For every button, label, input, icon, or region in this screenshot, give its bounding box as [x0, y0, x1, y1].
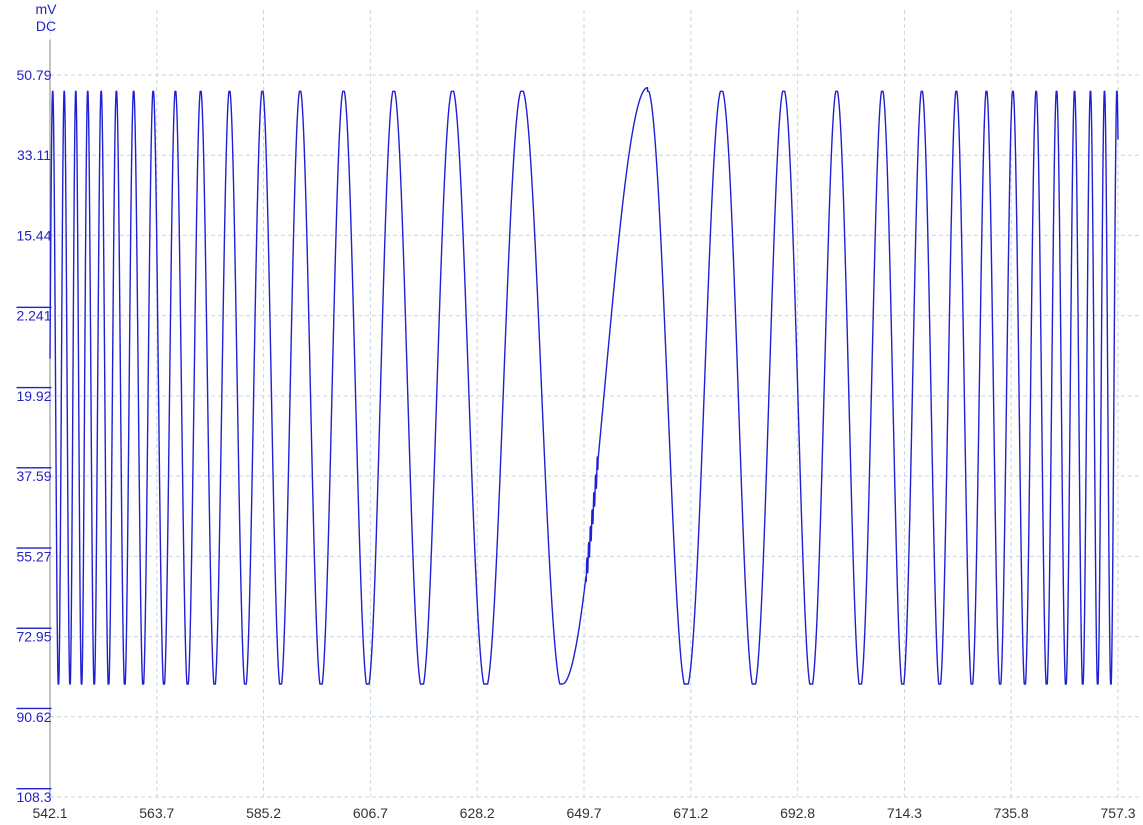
- x-tick-label: 606.7: [353, 805, 388, 821]
- y-tick-label: 19.92: [16, 388, 51, 404]
- y-axis-tick-labels: 50.79 33.11 15.44 2.241 19.92 37.59 55.27 72.95…: [16, 67, 51, 805]
- x-tick-label: 628.2: [460, 805, 495, 821]
- y-tick-label: 33.11: [17, 147, 51, 163]
- x-axis-tick-labels: 542.1 563.7 585.2 606.7 628.2 649.7 671.2 692.8…: [32, 805, 1135, 821]
- x-tick-label: 692.8: [780, 805, 815, 821]
- y-tick-label: 50.79: [16, 67, 51, 83]
- y-tick-label: 37.59: [16, 468, 51, 484]
- x-tick-label: 735.8: [994, 805, 1029, 821]
- signal-trace: [49, 86, 1119, 685]
- y-tick-label: 15.44: [16, 227, 51, 243]
- x-tick-label: 563.7: [139, 805, 174, 821]
- x-tick-label: 714.3: [887, 805, 922, 821]
- y-tick-label: 2.241: [16, 308, 51, 324]
- x-tick-label: 671.2: [673, 805, 708, 821]
- y-unit-label: mV: [36, 1, 58, 17]
- y-tick-label: 72.95: [16, 629, 51, 645]
- signal-trace-group: [49, 86, 1119, 685]
- y-tick-label: 55.27: [16, 548, 51, 564]
- y-tick-label: 108.3: [16, 789, 51, 805]
- x-tick-label: 585.2: [246, 805, 281, 821]
- x-tick-label: 757.3: [1100, 805, 1135, 821]
- coupling-label: DC: [36, 18, 56, 34]
- x-tick-label: 542.1: [32, 805, 67, 821]
- y-tick-label: 90.62: [16, 709, 51, 725]
- x-tick-label: 649.7: [566, 805, 601, 821]
